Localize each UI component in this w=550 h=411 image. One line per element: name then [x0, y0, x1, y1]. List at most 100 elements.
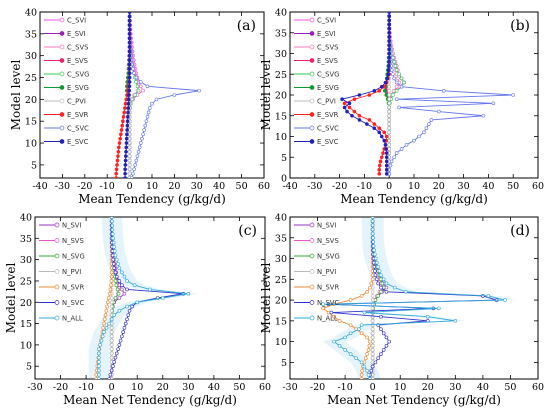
data-point	[148, 287, 152, 292]
legend-swatch-marker	[54, 300, 60, 305]
data-point	[365, 122, 369, 126]
data-point	[379, 352, 383, 356]
data-point	[379, 273, 383, 277]
data-point	[134, 158, 139, 163]
data-point	[112, 313, 117, 317]
data-point	[387, 89, 392, 93]
data-point	[120, 287, 124, 292]
x-tick-label: 40	[477, 382, 489, 393]
data-point	[370, 352, 375, 356]
data-point	[114, 257, 119, 262]
data-point	[391, 89, 396, 93]
x-tick-label: 10	[146, 181, 158, 192]
data-point	[359, 360, 364, 365]
legend-label: C_SVC	[67, 125, 89, 133]
data-point	[117, 266, 122, 270]
data-point	[127, 58, 132, 62]
data-point	[142, 128, 146, 132]
data-point	[117, 343, 122, 347]
data-point	[374, 260, 379, 265]
series-line-c-svc	[388, 12, 514, 174]
data-point	[127, 158, 132, 163]
data-point	[127, 171, 132, 176]
data-point	[384, 134, 389, 139]
data-point	[372, 265, 377, 269]
data-point	[140, 136, 144, 141]
data-point	[106, 300, 110, 305]
data-point	[97, 377, 101, 379]
data-point	[120, 283, 124, 288]
x-axis-title: Mean Tendency (g/kg/d)	[340, 192, 488, 206]
data-point	[121, 115, 126, 119]
data-point	[387, 59, 392, 64]
y-axis-title: Model level	[259, 60, 273, 131]
data-point	[94, 377, 99, 379]
data-point	[397, 72, 401, 77]
data-point	[110, 223, 114, 228]
data-point	[109, 330, 114, 334]
data-point	[387, 339, 392, 344]
data-point	[382, 89, 387, 93]
legend-label: N_SVS	[317, 237, 339, 245]
data-point	[109, 300, 114, 305]
data-point	[121, 330, 125, 334]
data-point	[139, 141, 143, 145]
data-point	[503, 298, 507, 302]
data-point	[127, 84, 132, 89]
x-tick-label: -10	[78, 382, 93, 393]
data-point	[127, 36, 132, 41]
data-point	[127, 53, 132, 58]
data-point	[127, 308, 132, 313]
x-tick-label: -40	[282, 181, 297, 192]
legend-label: C_SVG	[317, 71, 339, 79]
data-point	[370, 219, 375, 223]
data-point	[136, 88, 141, 93]
data-point	[141, 132, 145, 137]
data-point	[392, 76, 396, 81]
data-point	[127, 62, 132, 67]
data-point	[104, 326, 109, 330]
data-point	[120, 334, 124, 339]
data-point	[412, 138, 416, 143]
data-point	[379, 289, 383, 294]
data-point	[143, 123, 148, 128]
data-point	[402, 80, 406, 85]
data-point	[363, 356, 368, 361]
x-tick-label: 0	[370, 382, 376, 393]
legend-swatch-marker	[309, 238, 315, 243]
data-point	[146, 110, 151, 115]
data-point	[392, 155, 396, 160]
legend-swatch-marker	[309, 269, 315, 274]
data-point	[381, 151, 385, 155]
data-point	[357, 327, 361, 331]
data-point	[387, 12, 391, 14]
series-group	[94, 217, 191, 379]
data-point	[125, 287, 129, 292]
series-group	[321, 217, 507, 379]
data-point	[125, 128, 129, 132]
data-point	[376, 356, 380, 361]
legend-swatch-marker	[309, 112, 315, 117]
data-point	[135, 154, 140, 158]
data-point	[116, 154, 120, 158]
data-point	[109, 334, 114, 339]
y-tick-label: 25	[20, 276, 32, 287]
x-tick-label: -30	[307, 181, 322, 192]
data-point	[111, 364, 115, 369]
data-point	[370, 289, 375, 294]
data-point	[113, 253, 118, 258]
data-point	[321, 302, 325, 307]
data-point	[114, 283, 119, 288]
data-point	[110, 227, 115, 232]
data-point	[343, 335, 347, 340]
data-point	[387, 105, 392, 110]
x-tick-label: -20	[332, 181, 347, 192]
data-point	[377, 172, 382, 176]
data-point	[384, 163, 389, 168]
data-point	[109, 326, 114, 330]
data-point	[345, 109, 349, 114]
legend-label: E_SVR	[317, 111, 339, 119]
data-point	[132, 167, 136, 172]
legend-label: C_SVS	[67, 44, 88, 52]
